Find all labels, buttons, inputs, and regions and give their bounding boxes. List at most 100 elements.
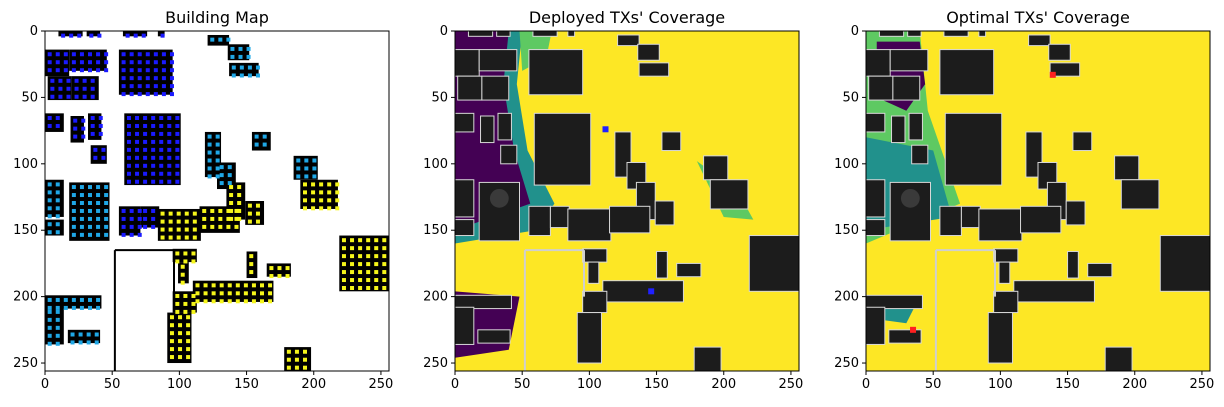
candidate-marker [327, 198, 332, 203]
candidate-marker [285, 266, 290, 271]
building-36 [602, 280, 684, 303]
candidate-marker [195, 299, 200, 304]
y-tick-label: 0 [851, 24, 859, 39]
candidate-marker [319, 182, 324, 187]
candidate-marker [211, 291, 216, 296]
candidate-marker [98, 116, 103, 120]
candidate-marker [160, 235, 165, 240]
candidate-marker [160, 33, 165, 38]
candidate-marker [66, 78, 71, 83]
candidate-marker [90, 123, 95, 128]
candidate-marker [235, 283, 240, 288]
candidate-marker [47, 341, 52, 346]
candidate-marker [234, 208, 239, 213]
candidate-marker [50, 94, 55, 99]
candidate-marker [145, 76, 150, 81]
candidate-marker [151, 131, 156, 136]
candidate-marker [159, 123, 164, 128]
candidate-marker [341, 254, 346, 259]
candidate-marker [78, 332, 83, 337]
candidate-marker [143, 139, 148, 144]
candidate-marker [247, 73, 252, 78]
candidate-marker [135, 131, 140, 136]
candidate-marker [219, 165, 224, 170]
candidate-marker [255, 211, 260, 216]
building-27 [528, 205, 551, 237]
building-31 [748, 235, 799, 292]
candidate-marker [286, 349, 291, 354]
candidate-marker [249, 262, 254, 267]
candidate-marker [47, 214, 52, 219]
candidate-marker [47, 305, 52, 310]
candidate-marker [218, 37, 223, 42]
building-38 [455, 294, 512, 310]
candidate-marker [207, 134, 212, 139]
candidate-marker [246, 46, 251, 51]
candidate-marker [219, 291, 224, 296]
candidate-marker [268, 283, 273, 288]
candidate-marker [175, 309, 180, 314]
building-3 [567, 31, 576, 37]
candidate-marker [192, 227, 197, 232]
building-19 [661, 131, 682, 152]
candidate-marker [47, 182, 52, 187]
candidate-marker [143, 179, 148, 184]
candidate-marker [47, 198, 52, 203]
candidate-marker [79, 297, 84, 302]
candidate-marker [66, 94, 71, 99]
candidate-marker [262, 142, 267, 147]
candidate-marker [175, 293, 180, 298]
candidate-marker [70, 340, 75, 345]
building-24 [455, 179, 475, 218]
candidate-marker [94, 340, 99, 345]
building-0 [878, 31, 905, 37]
building-40 [477, 329, 511, 344]
candidate-marker [55, 206, 60, 211]
x-tick-label: 100 [577, 377, 602, 392]
candidate-marker [186, 315, 191, 320]
candidate-marker [207, 150, 212, 155]
candidate-marker [153, 76, 158, 81]
candidate-marker [169, 355, 174, 360]
candidate-marker [88, 193, 92, 198]
candidate-marker [178, 323, 183, 328]
x-tick-label: 150 [1055, 377, 1080, 392]
candidate-marker [207, 174, 212, 179]
building-41 [167, 312, 192, 364]
candidate-marker [195, 291, 200, 296]
candidate-marker [303, 349, 307, 354]
candidate-marker [121, 232, 126, 237]
candidate-marker [255, 65, 260, 70]
candidate-marker [234, 224, 239, 229]
axes-frame [865, 30, 1211, 372]
candidate-marker [249, 254, 254, 259]
candidate-marker [55, 230, 60, 235]
candidate-marker [129, 92, 134, 97]
candidate-marker [55, 305, 60, 310]
candidate-marker [247, 219, 252, 224]
building-7 [868, 75, 894, 101]
candidate-marker [175, 301, 180, 306]
candidate-marker [79, 305, 84, 310]
candidate-marker [151, 224, 156, 229]
candidate-marker [93, 147, 98, 152]
candidate-marker [101, 155, 106, 160]
candidate-marker [143, 116, 148, 120]
candidate-marker [167, 147, 172, 152]
candidate-marker [374, 238, 379, 243]
building-42 [693, 346, 722, 371]
candidate-marker [255, 219, 260, 224]
candidate-marker [285, 274, 290, 279]
candidate-marker [47, 325, 52, 330]
building-20 [1114, 155, 1140, 181]
candidate-marker [319, 198, 324, 203]
candidate-marker [286, 365, 291, 370]
candidate-marker [129, 208, 134, 213]
candidate-marker [71, 201, 76, 205]
candidate-marker [151, 155, 156, 160]
candidate-marker [97, 33, 102, 38]
candidate-marker [327, 206, 332, 211]
candidate-marker [175, 251, 180, 256]
candidate-marker [89, 33, 94, 38]
candidate-marker [358, 254, 363, 259]
